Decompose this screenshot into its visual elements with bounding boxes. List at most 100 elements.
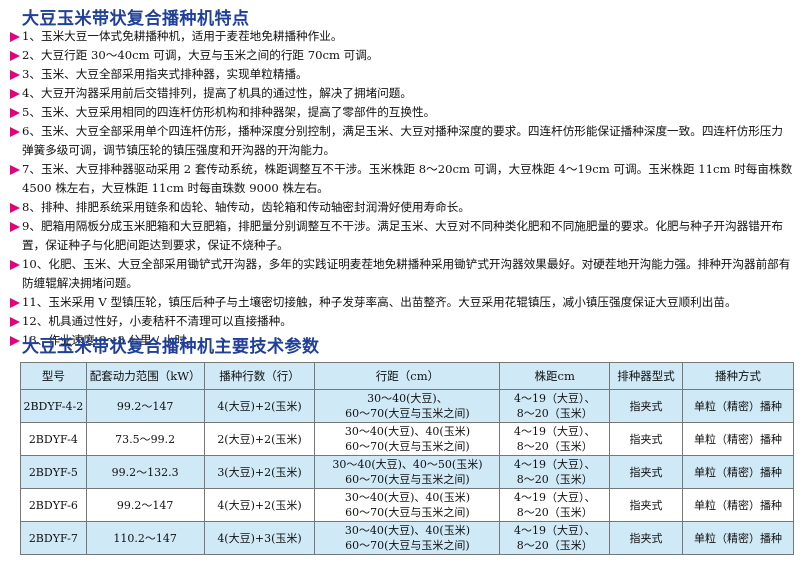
cell-line: 30～40(大豆)、40～50(玉米) — [332, 458, 483, 471]
cell-line: 8～20（玉米） — [516, 440, 593, 453]
feature-text: 3、玉米、大豆全部采用指夹式排种器，实现单粒精播。 — [22, 67, 308, 81]
feature-item: 5、玉米、大豆采用相同的四连杆仿形机构和排种器架，提高了零部件的互换性。 — [4, 103, 794, 122]
table-cell: 2BDYF-7 — [20, 521, 87, 555]
feature-item: 2、大豆行距 30～40cm 可调，大豆与玉米之间的行距 70cm 可调。 — [4, 46, 794, 65]
cell-line: 8～20（玉米） — [516, 473, 593, 486]
bullet-arrow — [10, 70, 20, 80]
feature-item: 9、肥箱用隔板分成玉米肥箱和大豆肥箱，排肥量分别调整互不干涉。满足玉米、大豆对不… — [4, 217, 794, 255]
cell-line: 2BDYF-6 — [28, 498, 78, 512]
cell-line: 99.2～132.3 — [111, 465, 179, 479]
bullet-arrow — [10, 127, 20, 137]
bullet-arrow — [10, 317, 20, 327]
table-cell: 30～40(大豆)、40(玉米) 60～70(大豆与玉米之间) — [314, 521, 501, 555]
table-cell: 指夹式 — [608, 488, 683, 522]
header-cell: 排种器型式 — [608, 362, 683, 390]
bullet-arrow — [10, 32, 20, 42]
bullet-arrow — [10, 203, 20, 213]
table-cell: 30～40(大豆)、40～50(玉米) 60～70(大豆与玉米之间) — [314, 455, 501, 489]
feature-text: 8、排种、排肥系统采用链条和齿轮、轴传动，齿轮箱和传动轴密封润滑好使用寿命长。 — [22, 200, 470, 214]
cell-line: 单粒（精密）播种 — [693, 531, 782, 545]
table-cell: 110.2～147 — [85, 521, 205, 555]
feature-text: 9、肥箱用隔板分成玉米肥箱和大豆肥箱，排肥量分别调整互不干涉。满足玉米、大豆对不… — [22, 219, 783, 252]
feature-text: 1、玉米大豆一体式免耕播种机，适用于麦茬地免耕播种作业。 — [22, 29, 343, 43]
table-row: 2BDYF-7 110.2～147 4(大豆)+3(玉米) 30～40(大豆)、40(… — [20, 521, 795, 555]
feature-text: 13、作业速度 6～8 公里 / 小时。 — [22, 333, 198, 347]
feature-item: 11、玉米采用 V 型镇压轮，镇压后种子与土壤密切接触，种子发芽率高、出苗整齐。… — [4, 293, 794, 312]
cell-line: 2BDYF-7 — [28, 531, 78, 545]
cell-line: 60～70(大豆与玉米之间) — [345, 506, 470, 519]
cell-line: 110.2～147 — [113, 531, 177, 545]
cell-line: 2BDYF-4-2 — [23, 399, 84, 413]
feature-text: 6、玉米、大豆全部采用单个四连杆仿形，播种深度分别控制，满足玉米、大豆对播种深度… — [22, 124, 783, 157]
cell-line: 60～70(大豆与玉米之间) — [345, 539, 470, 552]
table-cell: 4(大豆)+2(玉米) — [203, 488, 316, 522]
bullet-arrow — [10, 336, 20, 346]
bullet-arrow — [10, 108, 20, 118]
header-cell: 播种行数（行） — [203, 362, 316, 390]
bullet-arrow — [10, 260, 20, 270]
table-cell: 2BDYF-4-2 — [20, 389, 87, 423]
table-cell: 99.2～132.3 — [85, 455, 205, 489]
cell-line: 30～40(大豆)、40(玉米) — [344, 524, 471, 537]
table-cell: 4～19（大豆）、 8～20（玉米） — [499, 521, 610, 555]
table-cell: 73.5～99.2 — [85, 422, 205, 456]
header-cell: 配套动力范围（kW） — [85, 362, 205, 390]
table-cell: 3(大豆)+2(玉米) — [203, 455, 316, 489]
cell-line: 指夹式 — [629, 531, 663, 545]
cell-line: 4～19（大豆）、 — [513, 392, 596, 405]
cell-line: 4～19（大豆）、 — [513, 491, 596, 504]
table-cell: 2(大豆)+2(玉米) — [203, 422, 316, 456]
table-cell: 4～19（大豆）、 8～20（玉米） — [499, 422, 610, 456]
table-cell: 2BDYF-6 — [20, 488, 87, 522]
table-cell: 4(大豆)+3(玉米) — [203, 521, 316, 555]
table-cell: 4(大豆)+2(玉米) — [203, 389, 316, 423]
feature-text: 2、大豆行距 30～40cm 可调，大豆与玉米之间的行距 70cm 可调。 — [22, 48, 379, 62]
header-cell: 行距（cm） — [314, 362, 501, 390]
feature-text: 5、玉米、大豆采用相同的四连杆仿形机构和排种器架，提高了零部件的互换性。 — [22, 105, 436, 119]
table-cell: 指夹式 — [608, 455, 683, 489]
table-cell: 4～19（大豆）、 8～20（玉米） — [499, 389, 610, 423]
table-cell: 99.2～147 — [85, 488, 205, 522]
feature-text: 11、玉米采用 V 型镇压轮，镇压后种子与土壤密切接触，种子发芽率高、出苗整齐。… — [22, 295, 737, 309]
cell-line: 73.5～99.2 — [115, 432, 176, 446]
cell-line: 30～40(大豆)、 — [367, 392, 448, 405]
table-cell: 30～40(大豆)、 60～70(大豆与玉米之间) — [314, 389, 501, 423]
table-cell: 2BDYF-5 — [20, 455, 87, 489]
cell-line: 4(大豆)+2(玉米) — [217, 399, 302, 413]
spec-table: 型号 配套动力范围（kW） 播种行数（行） 行距（cm） 株距cm 排种器型式 播种方式 2B… — [20, 362, 795, 555]
bullet-arrow — [10, 89, 20, 99]
cell-line: 2BDYF-5 — [28, 465, 78, 479]
cell-line: 单粒（精密）播种 — [693, 399, 782, 413]
cell-line: 99.2～147 — [116, 399, 174, 413]
cell-line: 4～19（大豆）、 — [513, 425, 596, 438]
table-row: 2BDYF-6 99.2～147 4(大豆)+2(玉米) 30～40(大豆)、40(玉… — [20, 488, 795, 522]
table-row: 2BDYF-4 73.5～99.2 2(大豆)+2(玉米) 30～40(大豆)、40(… — [20, 422, 795, 456]
table-cell: 单粒（精密）播种 — [681, 455, 795, 489]
cell-line: 4(大豆)+2(玉米) — [217, 498, 302, 512]
feature-item: 10、化肥、玉米、大豆全部采用锄铲式开沟器，多年的实践证明麦茬地免耕播种采用锄铲… — [4, 255, 794, 293]
table-cell: 4～19（大豆）、 8～20（玉米） — [499, 455, 610, 489]
feature-item: 13、作业速度 6～8 公里 / 小时。 — [4, 331, 794, 350]
feature-item: 3、玉米、大豆全部采用指夹式排种器，实现单粒精播。 — [4, 65, 794, 84]
table-cell: 30～40(大豆)、40(玉米) 60～70(大豆与玉米之间) — [314, 422, 501, 456]
cell-line: 99.2～147 — [116, 498, 174, 512]
cell-line: 4～19（大豆）、 — [513, 458, 596, 471]
header-cell: 型号 — [20, 362, 87, 390]
cell-line: 8～20（玉米） — [516, 539, 593, 552]
table-cell: 单粒（精密）播种 — [681, 521, 795, 555]
features-title: 大豆玉米带状复合播种机特点 — [22, 9, 250, 29]
cell-line: 指夹式 — [629, 465, 663, 479]
header-cell: 株距cm — [499, 362, 610, 390]
table-cell: 单粒（精密）播种 — [681, 422, 795, 456]
table-cell: 单粒（精密）播种 — [681, 488, 795, 522]
feature-list: 1、玉米大豆一体式免耕播种机，适用于麦茬地免耕播种作业。 2、大豆行距 30～40… — [4, 27, 794, 350]
table-cell: 单粒（精密）播种 — [681, 389, 795, 423]
table-cell: 2BDYF-4 — [20, 422, 87, 456]
bullet-arrow — [10, 165, 20, 175]
cell-line: 单粒（精密）播种 — [693, 432, 782, 446]
table-row: 2BDYF-4-2 99.2～147 4(大豆)+2(玉米) 30～40(大豆)、 60… — [20, 389, 795, 423]
feature-text: 12、机具通过性好，小麦秸秆不清理可以直接播种。 — [22, 314, 292, 328]
table-cell: 99.2～147 — [85, 389, 205, 423]
feature-text: 10、化肥、玉米、大豆全部采用锄铲式开沟器，多年的实践证明麦茬地免耕播种采用锄铲… — [22, 257, 791, 290]
cell-line: 60～70(大豆与玉米之间) — [345, 473, 470, 486]
